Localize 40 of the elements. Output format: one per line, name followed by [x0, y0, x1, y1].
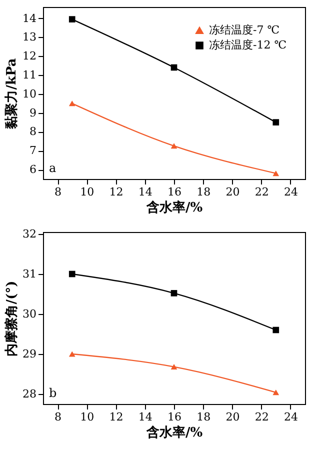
y-tick-label: 32	[22, 228, 36, 240]
x-tick-label: 12	[109, 410, 124, 424]
x-tick-label: 12	[109, 186, 124, 198]
y-tick-label: 28	[22, 388, 36, 400]
y-tick-label: 13	[22, 30, 36, 44]
legend-label: 冻结温度-7 ℃	[209, 24, 280, 36]
legend-label: 冻结温度-12 ℃	[209, 38, 287, 52]
annotation: a	[49, 161, 56, 175]
x-tick-label: 16	[168, 410, 182, 424]
x-tick-label: 8	[54, 410, 62, 424]
y-tick-label: 14	[22, 12, 36, 25]
y-tick-label: 10	[22, 87, 36, 100]
x-tick-label: 16	[168, 186, 182, 198]
x-tick-label: 24	[284, 186, 298, 198]
annotation: b	[49, 386, 57, 400]
x-tick-label: 20	[226, 186, 240, 198]
x-tick-label: 8	[54, 186, 62, 198]
x-axis-title: 含水率/%	[145, 424, 204, 440]
y-tick-label: 9	[30, 106, 36, 120]
x-tick-label: 20	[226, 410, 240, 424]
x-tick-label: 22	[254, 186, 269, 198]
x-tick-label: 24	[284, 410, 298, 424]
y-axis-title: 内摩擦角/(°)	[4, 280, 20, 356]
y-tick-label: 30	[22, 308, 36, 320]
x-axis-title: 含水率/%	[145, 200, 204, 216]
y-tick-label: 11	[22, 68, 36, 82]
x-tick-label: 18	[196, 410, 211, 424]
x-tick-label: 22	[254, 410, 269, 424]
x-tick-label: 10	[80, 186, 94, 198]
y-tick-label: 7	[30, 144, 36, 158]
x-tick-label: 18	[196, 186, 211, 198]
y-tick-label: 31	[22, 268, 36, 280]
y-tick-label: 12	[22, 50, 36, 63]
y-tick-label: 6	[30, 163, 36, 176]
y-axis-title: 黏聚力/kPa	[4, 58, 20, 130]
x-tick-label: 14	[138, 186, 152, 198]
x-tick-label: 14	[138, 410, 152, 424]
y-tick-label: 29	[22, 348, 36, 360]
y-tick-label: 8	[30, 125, 36, 138]
x-tick-label: 10	[80, 410, 94, 424]
